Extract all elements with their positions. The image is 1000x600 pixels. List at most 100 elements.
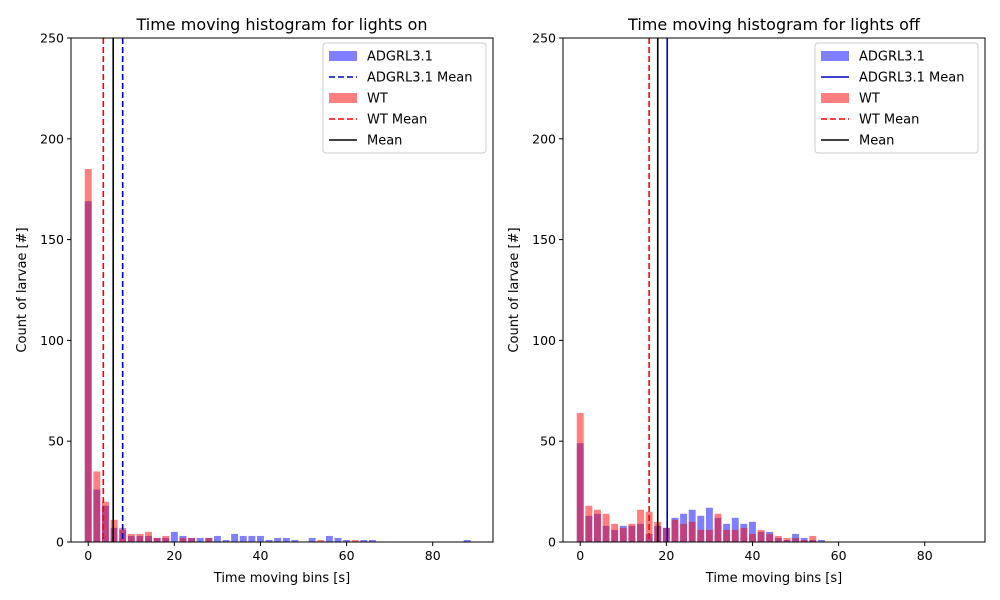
lights-on-bar-adgrl3-1 (360, 539, 368, 542)
lights-off-x-tick-label: 40 (745, 548, 761, 563)
lights-off-bar-adgrl3-1 (705, 507, 713, 542)
lights-off-bar-wt (576, 412, 584, 542)
lights-off-bar-wt (688, 521, 696, 542)
lights-on-legend-label-mean: Mean (367, 134, 402, 149)
lights-on-bars (84, 169, 471, 543)
lights-on-bar-adgrl3-1 (265, 539, 273, 542)
lights-on-bar-adgrl3-1 (257, 535, 264, 542)
lights-off-legend-swatch-adgrl3-1 (821, 51, 849, 61)
lights-off-bar-wt (757, 529, 765, 542)
lights-on-legend-swatch-wt (329, 93, 357, 103)
lights-on-y-ticks: 0 50 100 150 200 250 (40, 31, 71, 550)
lights-on-bar-adgrl3-1 (170, 531, 178, 542)
lights-off-bar-wt (680, 523, 688, 542)
lights-off-legend-label-wt: WT (859, 92, 880, 107)
lights-off-legend-label-mean: Mean (859, 134, 894, 149)
lights-off-bar-wt (809, 535, 817, 542)
lights-on-bar-wt (110, 519, 118, 542)
lights-on-x-tick-label: 40 (253, 548, 269, 563)
lights-on-x-ticks: 0 20 40 60 80 (84, 542, 441, 563)
lights-off-bar-adgrl3-1 (697, 515, 705, 542)
lights-off-x-tick-label: 60 (831, 548, 847, 563)
lights-on-legend-label-adgrl3-1: ADGRL3.1 (367, 50, 433, 65)
lights-off-legend-box (814, 42, 979, 154)
lights-off-bar-wt (723, 529, 731, 542)
lights-on-y-tick-label: 200 (40, 131, 64, 146)
lights-off-bar-wt (619, 527, 627, 542)
lights-off-bar-wt (697, 529, 705, 542)
lights-off-bar-wt (792, 537, 799, 542)
lights-off-legend-label-adgrl3-1-mean: ADGRL3.1 Mean (859, 71, 964, 86)
lights-on-bar-wt (317, 539, 325, 542)
lights-on-bar-wt (93, 471, 101, 542)
lights-off-bar-wt (800, 539, 808, 542)
lights-on-y-axis-label: Count of larvae [#] (15, 227, 30, 352)
lights-on-bar-adgrl3-1 (231, 533, 239, 542)
lights-off-legend-swatch-wt (821, 93, 849, 103)
lights-on-bar-adgrl3-1 (463, 539, 471, 542)
lights-off-chart-title: Time moving histogram for lights off (627, 15, 921, 34)
lights-on-bar-wt (351, 539, 359, 542)
lights-off-x-axis-label: Time moving bins [s] (705, 571, 842, 586)
lights-on-bar-wt (145, 531, 152, 542)
lights-on-bar-wt (136, 533, 144, 542)
lights-on-bar-wt (188, 537, 196, 542)
lights-on-mean-lines (102, 38, 124, 542)
lights-off-bar-wt (783, 537, 791, 542)
lights-off-bar-wt (628, 523, 636, 542)
lights-on-y-tick-label: 250 (40, 31, 64, 46)
lights-on-bar-wt (153, 537, 161, 542)
lights-on-legend-label-wt-mean: WT Mean (367, 113, 427, 128)
lights-on-legend-label-adgrl3-1-mean: ADGRL3.1 Mean (367, 71, 472, 86)
lights-on-bar-adgrl3-1 (248, 535, 256, 542)
lights-on-bar-adgrl3-1 (308, 537, 316, 542)
lights-off-bar-wt (714, 513, 722, 542)
lights-off-bar-wt (637, 509, 644, 542)
lights-off-bar-adgrl3-1 (749, 521, 756, 542)
lights-on-y-tick-label: 100 (40, 333, 64, 348)
lights-off-bar-wt (662, 527, 670, 542)
lights-off-legend-label-adgrl3-1: ADGRL3.1 (859, 50, 925, 65)
lights-off-bar-wt (705, 529, 713, 542)
lights-off-x-ticks: 0 20 40 60 80 (576, 542, 933, 563)
lights-off-bar-wt (671, 519, 679, 542)
lights-on-bar-adgrl3-1 (239, 535, 247, 542)
lights-on-legend-label-wt: WT (367, 92, 388, 107)
lights-on-x-tick-label: 0 (84, 548, 92, 563)
lights-on-bar-wt (127, 533, 135, 542)
lights-off-bar-adgrl3-1 (817, 539, 825, 542)
lights-off-bar-wt (766, 533, 774, 542)
lights-off-y-tick-label: 0 (548, 535, 556, 550)
lights-off-bar-wt (740, 527, 748, 542)
lights-on-bar-adgrl3-1 (274, 537, 282, 542)
lights-on-histogram-panel: Time moving histogram for lights on Time… (15, 15, 494, 586)
lights-off-bar-wt (585, 505, 593, 542)
lights-on-legend-swatch-adgrl3-1 (329, 51, 357, 61)
lights-off-axes-frame (562, 37, 986, 543)
lights-on-x-axis-label: Time moving bins [s] (213, 571, 350, 586)
lights-off-y-tick-label: 200 (532, 131, 556, 146)
lights-off-mean-lines (648, 38, 669, 542)
lights-on-y-tick-label: 0 (56, 535, 64, 550)
lights-on-bar-wt (102, 501, 109, 542)
lights-off-y-tick-label: 150 (532, 232, 556, 247)
lights-on-bar-adgrl3-1 (343, 539, 351, 542)
lights-on-bar-adgrl3-1 (222, 539, 230, 542)
lights-off-bar-wt (611, 523, 619, 542)
lights-on-bar-adgrl3-1 (291, 539, 299, 542)
lights-off-x-tick-label: 20 (658, 548, 674, 563)
lights-off-bar-wt (774, 535, 782, 542)
lights-on-bar-wt (179, 537, 187, 542)
lights-off-histogram-panel: Time moving histogram for lights off Tim… (507, 15, 986, 586)
lights-off-legend: ADGRL3.1 ADGRL3.1 Mean WT WT Mean Mean (814, 42, 979, 154)
lights-on-y-tick-label: 150 (40, 232, 64, 247)
lights-off-y-axis-label: Count of larvae [#] (507, 227, 522, 352)
lights-on-bar-adgrl3-1 (213, 535, 221, 542)
lights-off-bar-wt (749, 533, 756, 542)
lights-off-y-tick-label: 50 (540, 434, 556, 449)
lights-on-bar-wt (205, 537, 213, 542)
lights-on-axes-frame (70, 37, 494, 543)
lights-on-bar-wt (162, 535, 170, 542)
lights-on-x-tick-label: 20 (166, 548, 182, 563)
